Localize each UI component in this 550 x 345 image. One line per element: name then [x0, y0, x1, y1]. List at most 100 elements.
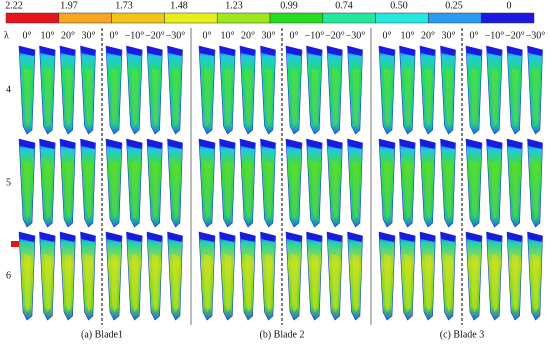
colorbar-label: 0.25	[445, 0, 463, 11]
blade-core	[512, 68, 519, 126]
blade-core	[204, 68, 211, 126]
blade-tip	[19, 232, 35, 242]
blade-core	[85, 68, 93, 126]
angle-header: −20°	[145, 30, 165, 41]
blade-tip	[327, 139, 343, 149]
blade-core	[332, 161, 339, 219]
blade-tip	[219, 139, 236, 149]
blade-core	[471, 161, 478, 219]
blade-tip	[80, 139, 96, 149]
blade-tip	[240, 46, 256, 56]
blade-core	[131, 161, 139, 219]
blade-core	[311, 161, 319, 219]
blade-tip	[126, 46, 143, 56]
blade-tip	[327, 46, 343, 56]
angle-header: 0°	[110, 30, 119, 41]
blade-core	[65, 254, 72, 312]
blade-core	[111, 68, 118, 126]
blade-core	[425, 68, 432, 126]
blade-tip	[19, 139, 35, 149]
blade-core	[352, 68, 360, 126]
blade-tip	[507, 139, 523, 149]
blade-tip	[240, 139, 256, 149]
blade-core	[291, 161, 298, 219]
blade-core	[332, 68, 339, 126]
angle-header: 0°	[23, 30, 32, 41]
blade-tip	[286, 139, 302, 149]
blade-core	[265, 161, 273, 219]
blade-core	[152, 68, 159, 126]
blade-tip	[486, 232, 503, 242]
blade-tip	[147, 232, 163, 242]
angle-header: 0°	[290, 30, 299, 41]
blade-tip	[466, 139, 482, 149]
angle-header: 30°	[82, 30, 96, 41]
blade-tip	[286, 46, 302, 56]
blade-tip	[286, 232, 302, 242]
blade-core	[384, 161, 391, 219]
blade-core	[44, 68, 52, 126]
blade-core	[65, 68, 72, 126]
blade-tip	[167, 232, 183, 242]
blade-tip	[260, 232, 276, 242]
blade-core	[265, 254, 273, 312]
blade-tip	[60, 232, 76, 242]
blade-tip	[39, 46, 56, 56]
blade-core	[44, 161, 52, 219]
blade-tip	[486, 46, 503, 56]
blade-core	[111, 254, 118, 312]
blade-core	[384, 68, 391, 126]
blade-core	[131, 254, 139, 312]
angle-header: 0°	[383, 30, 392, 41]
blade-core	[445, 68, 453, 126]
caption: (c) Blade 3	[440, 329, 484, 340]
blade-tip	[327, 232, 343, 242]
angle-header: 10°	[401, 30, 415, 41]
angle-header: −20°	[505, 30, 525, 41]
angle-header: 10°	[41, 30, 55, 41]
blade-core	[311, 254, 319, 312]
blade-core	[111, 161, 118, 219]
angle-header: 30°	[262, 30, 276, 41]
blade-tip	[199, 46, 215, 56]
blade-core	[24, 68, 31, 126]
blade-core	[24, 161, 31, 219]
colorbar-label: 0.99	[280, 0, 298, 11]
blade-core	[172, 68, 180, 126]
angle-header: 0°	[470, 30, 479, 41]
colorbar-segment	[164, 12, 218, 24]
blade-tip	[399, 139, 416, 149]
blade-tip	[60, 46, 76, 56]
caption: (b) Blade 2	[260, 329, 305, 340]
colorbar-segment	[322, 12, 376, 24]
blade-tip	[507, 232, 523, 242]
blade-tip	[260, 46, 276, 56]
blade-tip	[147, 46, 163, 56]
blade-core	[332, 254, 339, 312]
blade-tip	[199, 139, 215, 149]
blade-core	[445, 254, 453, 312]
colorbar-segment	[5, 12, 60, 24]
blade-tip	[379, 139, 395, 149]
blade-tip	[126, 139, 143, 149]
blade-tip	[260, 139, 276, 149]
blade-tip	[347, 139, 363, 149]
blade-core	[44, 254, 52, 312]
blade-core	[532, 254, 540, 312]
blade-tip	[39, 139, 56, 149]
blade-tip	[440, 139, 456, 149]
blade-tip	[440, 232, 456, 242]
blade-tip	[379, 46, 395, 56]
blade-tip	[420, 139, 436, 149]
hot-spot	[11, 241, 19, 247]
angle-header: 20°	[241, 30, 255, 41]
blade-core	[471, 68, 478, 126]
angle-header: 30°	[442, 30, 456, 41]
angle-header: −30°	[166, 30, 186, 41]
colorbar-label: 0.50	[390, 0, 408, 11]
blade-core	[491, 161, 499, 219]
blade-core	[352, 161, 360, 219]
colorbar-segment	[111, 12, 165, 24]
angle-header: −20°	[325, 30, 345, 41]
blade-core	[384, 254, 391, 312]
